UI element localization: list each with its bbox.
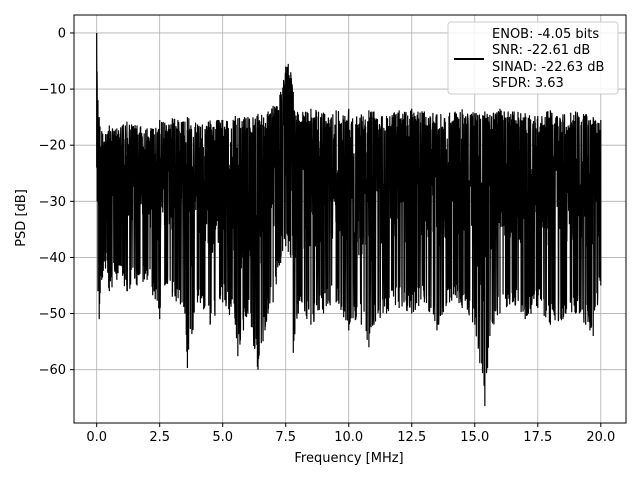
- y-tick-label: −50: [39, 307, 66, 322]
- plot-frame: [73, 14, 627, 424]
- legend-sfdr: SFDR: 3.63: [492, 76, 564, 91]
- x-tick-label: 20.0: [586, 430, 615, 445]
- x-tick-label: 2.5: [149, 430, 170, 445]
- x-tick-label: 15.0: [460, 430, 489, 445]
- legend-box: [447, 21, 619, 95]
- y-axis-label: PSD [dB]: [14, 189, 29, 247]
- y-tick-label: −10: [39, 83, 66, 98]
- legend-sinad: SINAD: -22.63 dB: [492, 60, 604, 75]
- y-axis-ticks: 0 −10 −20 −30 −40 −50 −60: [39, 26, 74, 378]
- psd-trace: [96, 32, 602, 407]
- x-tick-label: 7.5: [275, 430, 296, 445]
- x-tick-label: 12.5: [397, 430, 426, 445]
- legend-enob: ENOB: -4.05 bits: [492, 27, 599, 42]
- psd-series-line: [96, 32, 602, 407]
- y-tick-label: −30: [39, 195, 66, 210]
- x-axis-ticks: 0.0 2.5 5.0 7.5 10.0 12.5 15.0 17.5 20.0: [86, 423, 615, 445]
- x-tick-label: 10.0: [334, 430, 363, 445]
- x-tick-label: 5.0: [212, 430, 233, 445]
- y-tick-label: 0: [58, 26, 66, 41]
- y-tick-label: −60: [39, 363, 66, 378]
- y-tick-label: −20: [39, 139, 66, 154]
- legend-snr: SNR: -22.61 dB: [492, 43, 590, 58]
- x-axis-label: Frequency [MHz]: [294, 451, 403, 466]
- legend: ENOB: -4.05 bits SNR: -22.61 dB SINAD: -…: [447, 21, 619, 95]
- y-tick-label: −40: [39, 251, 66, 266]
- x-tick-label: 17.5: [523, 430, 552, 445]
- x-tick-label: 0.0: [86, 430, 107, 445]
